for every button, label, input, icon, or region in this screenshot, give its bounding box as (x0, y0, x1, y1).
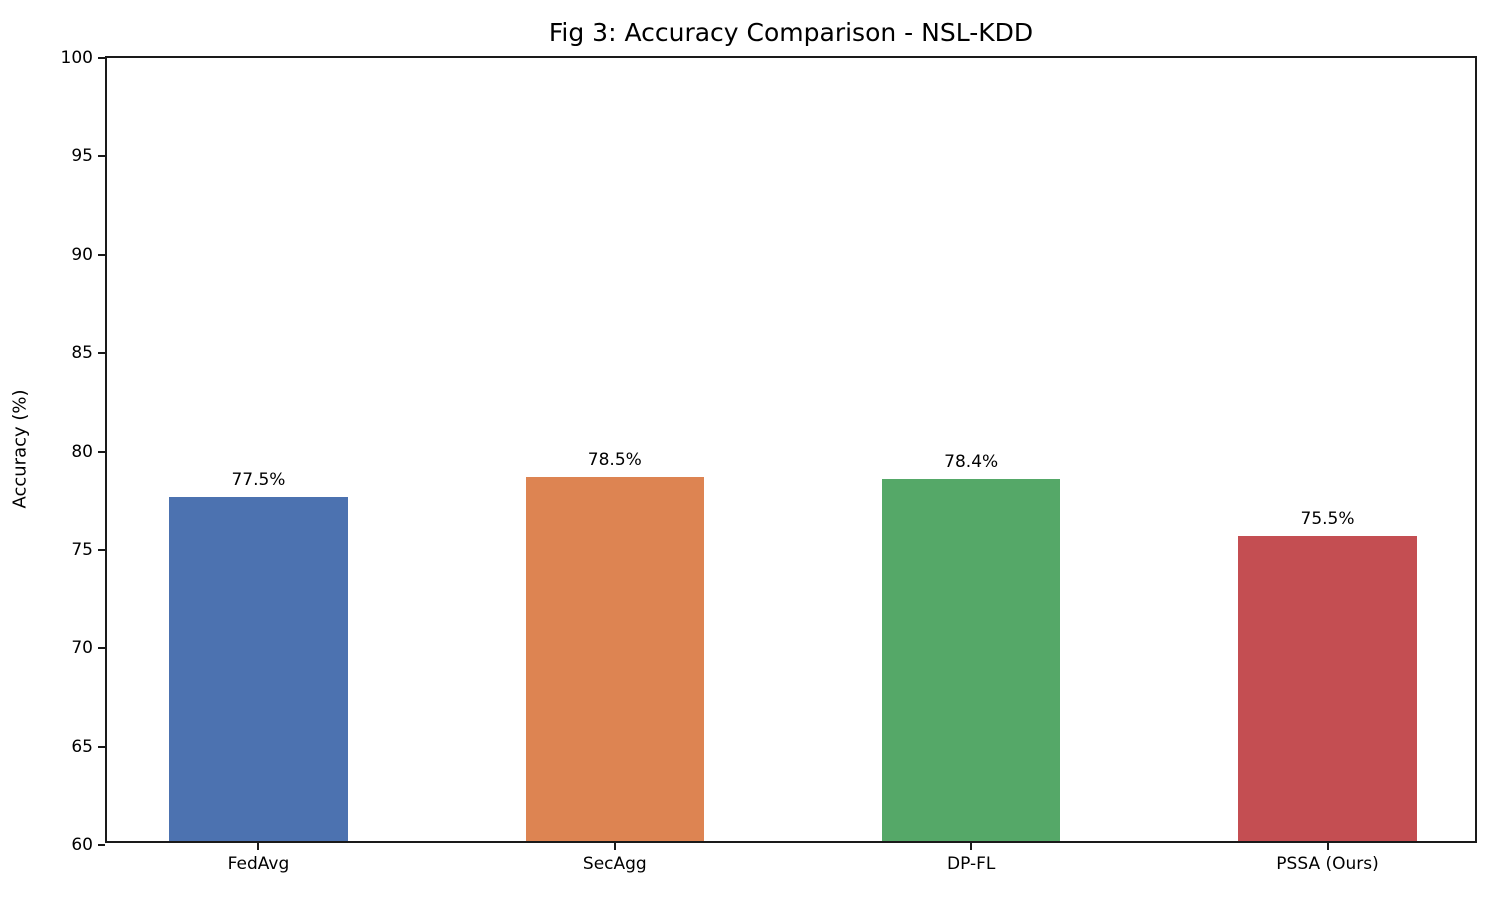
y-tick-label: 95 (71, 146, 93, 167)
bar-value-label: 75.5% (1300, 509, 1355, 530)
chart-title: Fig 3: Accuracy Comparison - NSL-KDD (548, 18, 1034, 47)
x-tick-mark (613, 843, 616, 850)
y-tick-label: 90 (71, 244, 93, 265)
y-tick-mark (98, 844, 105, 846)
y-tick-label: 75 (71, 539, 93, 560)
x-tick-mark (970, 843, 973, 850)
x-tick-label: FedAvg (227, 854, 290, 874)
bar-pssa-ours (1238, 536, 1417, 841)
y-tick-label: 70 (71, 638, 93, 659)
y-tick-label: 85 (71, 343, 93, 364)
y-tick-mark (98, 647, 105, 650)
y-tick-mark (98, 745, 105, 748)
y-tick-label: 100 (60, 48, 93, 68)
bar-dp-fl (882, 478, 1061, 841)
x-tick-label: DP-FL (946, 854, 996, 874)
bar-value-label: 78.5% (587, 450, 642, 471)
y-tick-mark (98, 57, 105, 59)
y-tick-mark (98, 450, 105, 453)
y-tick-label: 60 (71, 835, 93, 855)
y-tick-mark (98, 352, 105, 355)
y-tick-label: 65 (71, 736, 93, 757)
x-tick-mark (257, 843, 260, 850)
bar-value-label: 78.4% (944, 451, 999, 472)
y-tick-label: 80 (71, 441, 93, 462)
y-tick-mark (98, 155, 105, 158)
x-tick-label: PSSA (Ours) (1276, 854, 1379, 874)
y-tick-mark (98, 253, 105, 256)
plot-area: 60 65 70 75 80 85 90 95 100 77.5% FedAvg 78.5% SecAg… (61, 48, 1477, 874)
y-tick-mark (98, 548, 105, 551)
bar-fedavg (169, 496, 348, 841)
bar-value-label: 77.5% (231, 469, 286, 490)
y-axis-label: Accuracy (%) (9, 389, 31, 509)
x-tick-mark (1326, 843, 1329, 850)
bar-secagg (525, 477, 704, 841)
x-tick-label: SecAgg (582, 854, 647, 874)
